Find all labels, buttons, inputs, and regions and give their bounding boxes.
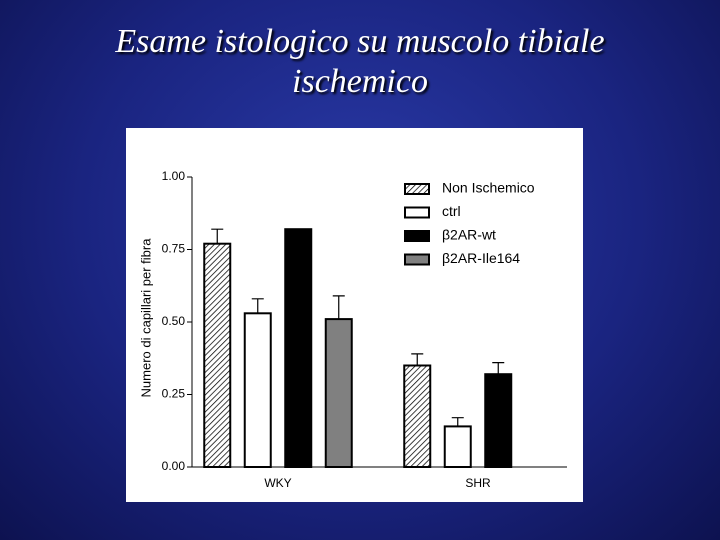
legend-swatch <box>404 253 430 266</box>
y-tick-label: 0.25 <box>162 387 186 401</box>
legend-swatch <box>404 230 430 242</box>
bar <box>284 228 313 468</box>
slide-title: Esame istologico su muscolo tibiale isch… <box>115 23 605 100</box>
legend-label: β2AR-wt <box>442 227 496 243</box>
error-bar <box>251 298 264 314</box>
x-tick-label: SHR <box>465 476 491 490</box>
legend-swatch <box>404 183 430 195</box>
y-tick-label: 1.00 <box>162 169 186 183</box>
error-bar <box>332 295 345 320</box>
bar <box>324 318 353 468</box>
y-tick-label: 0.00 <box>162 459 186 473</box>
error-bar <box>211 228 224 244</box>
legend-label: β2AR-Ile164 <box>442 250 520 266</box>
bar <box>443 425 472 468</box>
error-bar <box>451 417 464 427</box>
legend-label: ctrl <box>442 203 461 219</box>
legend-label: Non Ischemico <box>442 180 535 196</box>
y-tick-label: 0.75 <box>162 242 186 256</box>
error-bar <box>492 362 505 375</box>
bar <box>203 242 232 468</box>
bar <box>243 312 272 468</box>
bar <box>403 364 432 468</box>
y-tick-label: 0.50 <box>162 314 186 328</box>
bar <box>484 373 513 469</box>
y-axis-label: Numero di capillari per fibra <box>138 238 153 398</box>
x-tick-label: WKY <box>264 476 291 490</box>
error-bar <box>411 353 424 366</box>
legend-swatch <box>404 206 430 219</box>
